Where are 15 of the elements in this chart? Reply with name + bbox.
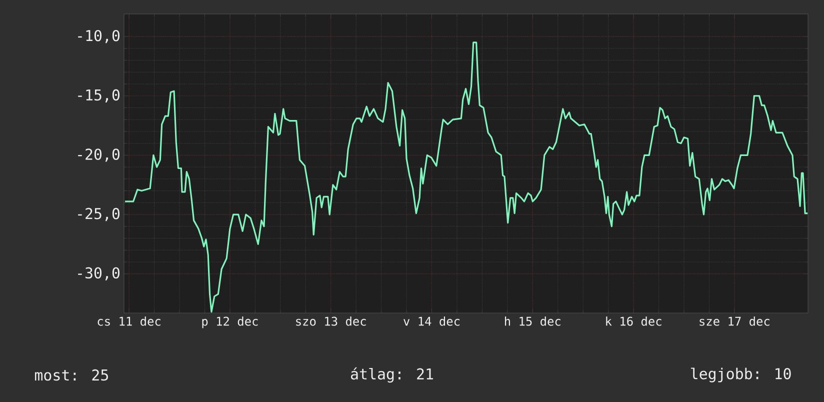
y-tick-label: -25,0 [78, 208, 120, 222]
x-tick-label: v 14 dec [404, 316, 460, 326]
x-tick-label: p 12 dec [202, 316, 258, 328]
y-tick-label: -15,0 [78, 89, 120, 102]
x-tick-label: sze 17 dec [700, 316, 770, 326]
text: most: 25 [35, 369, 108, 381]
x-tick-label: cs 11 dec [98, 316, 160, 326]
x-tick-label: k 16 dec [606, 316, 662, 326]
text: legjobb: 10 [691, 368, 791, 382]
x-tick-label: szo 13 dec [296, 316, 366, 326]
y-tick-label: -20,0 [78, 148, 120, 162]
y-tick-label: -10,0 [78, 30, 120, 44]
y-tick-label: -30,0 [78, 267, 120, 280]
x-tick-label: h 15 dec [504, 316, 560, 326]
text: átlag: 21 [350, 367, 433, 383]
